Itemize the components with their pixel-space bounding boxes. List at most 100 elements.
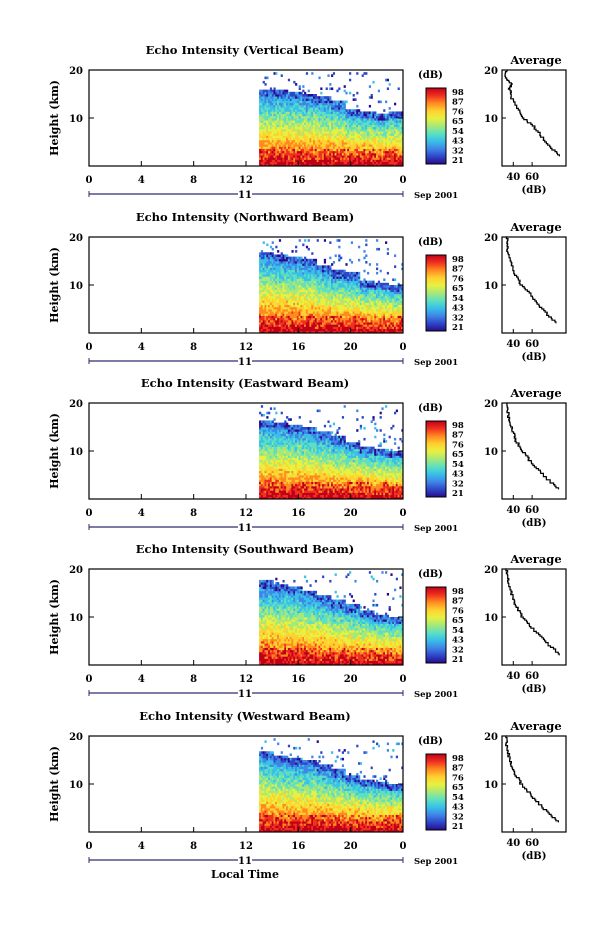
heatmap-cell (281, 74, 283, 77)
colorbar-tick-label: 98 (452, 88, 464, 98)
colorbar-tick-label: 76 (452, 107, 464, 117)
heatmap-cell (353, 94, 355, 97)
heatmap-cell (354, 98, 356, 101)
heatmap-cell (275, 72, 277, 75)
panel-title: Echo Intensity (Vertical Beam) (146, 43, 345, 57)
heatmap-cell (277, 250, 279, 253)
colorbar-tick-label: 21 (452, 156, 464, 166)
heatmap-cell (331, 87, 333, 90)
heatmap-cell (363, 250, 365, 253)
heatmap-cell (333, 72, 335, 75)
x-tick-label: 0 (86, 175, 93, 186)
day-label: 11 (238, 190, 252, 201)
heatmap-cell (394, 265, 396, 268)
heatmap-cell (345, 263, 347, 266)
heatmap-cell (378, 90, 380, 93)
heatmap-cell (358, 246, 360, 249)
heatmap-cell (288, 79, 290, 82)
profile-x-tick-label: 60 (525, 172, 539, 183)
heatmap-cell (320, 92, 322, 95)
y-tick-label: 20 (69, 66, 83, 77)
heatmap-cell (387, 87, 389, 90)
x-tick-label: 8 (190, 342, 197, 353)
heatmap-cell (329, 96, 331, 99)
heatmap-cell (335, 254, 337, 257)
heatmap-cell (272, 248, 274, 251)
heatmap-cell (329, 257, 331, 260)
colorbar-tick-label: 43 (452, 137, 464, 147)
heatmap-cell (376, 272, 378, 275)
heatmap-cell (398, 87, 400, 90)
heatmap-cell (264, 83, 266, 86)
heatmap-cell (317, 239, 319, 242)
x-tick-label: 0 (86, 342, 93, 353)
heatmap-cell (387, 252, 389, 255)
heatmap-cell (338, 246, 340, 249)
heatmap-cell (387, 272, 389, 275)
heatmap-cell (320, 87, 322, 90)
colorbar-tick-label: 54 (452, 127, 464, 137)
heatmap-cell (378, 248, 380, 251)
x-tick-label: 8 (190, 175, 197, 186)
panel-title: Echo Intensity (Northward Beam) (136, 210, 354, 224)
profile-line (505, 70, 559, 156)
heatmap-cell (306, 72, 308, 75)
y-axis-title: Height (km) (48, 247, 61, 323)
heatmap-cell (385, 101, 387, 104)
x-tick-label: 20 (344, 175, 358, 186)
heatmap-cell (345, 101, 347, 104)
heatmap-cell (263, 241, 265, 244)
heatmap-cell (329, 83, 331, 86)
heatmap-cells (259, 72, 403, 166)
heatmap-cell (266, 244, 268, 247)
colorbar (426, 88, 446, 164)
heatmap-cell (326, 87, 328, 90)
heatmap-cell (295, 246, 297, 249)
heatmap-cell (351, 241, 353, 244)
heatmap-cell (371, 94, 373, 97)
heatmap-cell (363, 270, 365, 273)
heatmap-cell (308, 239, 310, 242)
colorbar-tick-label: 32 (452, 146, 464, 156)
heatmap-cell (302, 244, 304, 247)
heatmap-cell (275, 246, 277, 249)
heatmap-cell (349, 79, 351, 82)
heatmap-cell (376, 268, 378, 271)
heatmap-cell (389, 107, 391, 110)
x-tick-label: 12 (239, 175, 253, 186)
heatmap-cell (376, 263, 378, 266)
heatmap-cell (365, 239, 367, 242)
month-year-label: Sep 2001 (414, 191, 458, 201)
heatmap-cell (394, 103, 396, 106)
heatmap-cells (259, 239, 403, 333)
panel-1: Echo Intensity (Vertical Beam) 20 10 Height… (48, 43, 566, 201)
heatmap-cell (318, 77, 320, 80)
y-tick-label: 20 (69, 233, 83, 244)
x-tick-label: 4 (138, 342, 145, 353)
y-axis-title: Height (km) (48, 80, 61, 156)
heatmap-cell (380, 270, 382, 273)
heatmap-cell (372, 81, 374, 84)
profile-y-tick-label: 20 (484, 66, 498, 77)
heatmap-cell (333, 261, 335, 264)
x-tick-label: 0 (400, 175, 407, 186)
heatmap-cell (365, 244, 367, 247)
heatmap-cell (358, 272, 360, 275)
heatmap-cell (338, 87, 340, 90)
heatmap-cell (394, 254, 396, 257)
heatmap-cell (383, 109, 385, 112)
heatmap-cell (324, 239, 326, 242)
profile-title: Average (509, 53, 561, 67)
heatmap-cell (308, 90, 310, 93)
heatmap-cell (327, 74, 329, 77)
heatmap-cell (324, 259, 326, 262)
y-tick-label: 10 (69, 281, 83, 292)
heatmap-cell (351, 261, 353, 264)
heatmap-cell (340, 257, 342, 260)
panel-2: Echo Intensity (Northward Beam) 20 10 Heigh… (48, 210, 566, 368)
heatmap-cell (389, 83, 391, 86)
colorbar-tick-label: 87 (452, 98, 464, 108)
profile-y-tick-label: 10 (484, 114, 498, 125)
heatmap-cell (329, 241, 331, 244)
heatmap-cell (358, 259, 360, 262)
